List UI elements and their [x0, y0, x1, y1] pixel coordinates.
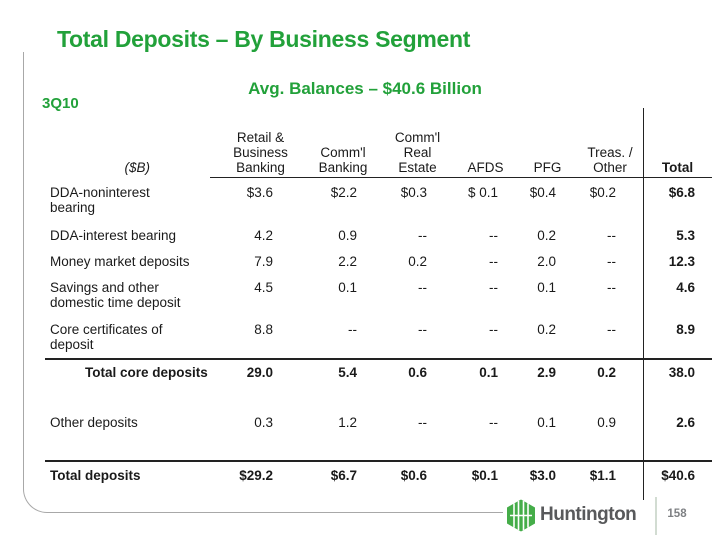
header-underline	[210, 177, 712, 178]
cell-value: 2.6	[676, 415, 695, 430]
cell-value: 0.1	[537, 280, 556, 295]
cell-value: 0.3	[254, 415, 273, 430]
cell-value: --	[489, 322, 498, 337]
table-row: Savings and other domestic time deposit 4…	[45, 280, 712, 322]
table-row: Total deposits $29.2 $6.7 $0.6 $0.1 $3.0 $1.1 $…	[45, 460, 712, 489]
huntington-logo-icon	[506, 499, 536, 537]
cell-value: 2.9	[537, 365, 556, 380]
cell-value: 0.9	[597, 415, 616, 430]
table-row: Other deposits 0.3 1.2 -- -- 0.1 0.9 2.6	[45, 413, 712, 440]
cell-value: --	[489, 228, 498, 243]
content-frame-border	[23, 52, 503, 513]
cell-value: --	[348, 322, 357, 337]
table-row: Money market deposits 7.9 2.2 0.2 -- 2.0 -- 12.…	[45, 254, 712, 280]
cell-value: 8.9	[676, 322, 695, 337]
cell-value: $0.6	[400, 468, 427, 483]
cell-value: --	[607, 254, 616, 269]
footer-divider	[655, 497, 657, 535]
brand-wordmark: Huntington	[540, 504, 637, 525]
cell-value: 0.1	[537, 415, 556, 430]
cell-value: $ 0.1	[467, 185, 498, 200]
cell-value: --	[489, 254, 498, 269]
cell-value: 0.2	[537, 322, 556, 337]
cell-value: --	[607, 280, 616, 295]
deposits-table: ($B) Retail & Business Banking Comm'l Ban…	[45, 112, 712, 489]
cell-value: --	[489, 280, 498, 295]
row-label: DDA-noninterest bearing	[50, 185, 150, 215]
cell-value: $29.2	[239, 468, 273, 483]
cell-value: --	[418, 280, 427, 295]
page-title: Total Deposits – By Business Segment	[57, 26, 471, 52]
table-body: DDA-noninterest bearing $3.6 $2.2 $0.3 $ 0.1…	[45, 178, 712, 489]
column-header: Comm'l Real Estate	[394, 130, 441, 175]
cell-value: $0.4	[529, 185, 556, 200]
total-column-divider-line	[643, 108, 644, 500]
column-header: AFDS	[467, 160, 504, 175]
column-header: PFG	[533, 160, 562, 175]
row-label: Core certificates of deposit	[50, 322, 163, 352]
unit-label: ($B)	[124, 160, 150, 175]
column-header: Comm'l Banking	[318, 145, 368, 175]
cell-value: 7.9	[254, 254, 273, 269]
cell-value: 8.8	[254, 322, 273, 337]
page-number: 158	[667, 508, 687, 520]
cell-value: 0.2	[537, 228, 556, 243]
cell-value: 4.5	[254, 280, 273, 295]
cell-value: 4.2	[254, 228, 273, 243]
row-label: Savings and other domestic time deposit	[50, 280, 181, 310]
cell-value: $40.6	[661, 468, 695, 483]
cell-value: $0.2	[589, 185, 616, 200]
cell-value: --	[607, 322, 616, 337]
row-label: Money market deposits	[50, 254, 190, 269]
cell-value: 12.3	[668, 254, 695, 269]
cell-value: 5.4	[338, 365, 357, 380]
cell-value: --	[418, 228, 427, 243]
cell-value: 0.6	[408, 365, 427, 380]
cell-value: $3.0	[529, 468, 556, 483]
cell-value: 29.0	[246, 365, 273, 380]
row-label: Other deposits	[50, 415, 138, 430]
column-header: Treas. / Other	[587, 145, 633, 175]
subtitle: Avg. Balances – $40.6 Billion	[248, 79, 482, 98]
column-header: Retail & Business Banking	[233, 130, 288, 175]
row-label: Total deposits	[50, 468, 141, 483]
cell-value: 38.0	[668, 365, 695, 380]
table-header-row: ($B) Retail & Business Banking Comm'l Ban…	[45, 112, 712, 178]
cell-value: 5.3	[676, 228, 695, 243]
cell-value: 0.1	[338, 280, 357, 295]
quarter-label: 3Q10	[42, 95, 79, 112]
cell-value: 4.6	[676, 280, 695, 295]
column-header: Total	[661, 160, 694, 175]
cell-value: $0.3	[400, 185, 427, 200]
cell-value: --	[607, 228, 616, 243]
cell-value: 0.1	[479, 365, 498, 380]
cell-value: --	[418, 415, 427, 430]
cell-value: $6.8	[668, 185, 695, 200]
row-label: DDA-interest bearing	[50, 228, 177, 243]
cell-value: 2.0	[537, 254, 556, 269]
cell-value: $3.6	[246, 185, 273, 200]
cell-value: $0.1	[471, 468, 498, 483]
table-row: Core certificates of deposit 8.8 -- -- -- 0.2…	[45, 322, 712, 358]
cell-value: 1.2	[338, 415, 357, 430]
cell-value: $6.7	[330, 468, 357, 483]
cell-value: --	[489, 415, 498, 430]
cell-value: $2.2	[330, 185, 357, 200]
cell-value: 2.2	[338, 254, 357, 269]
cell-value: $1.1	[589, 468, 616, 483]
table-row: DDA-noninterest bearing $3.6 $2.2 $0.3 $ 0.1…	[45, 178, 712, 224]
cell-value: 0.2	[408, 254, 427, 269]
cell-value: 0.9	[338, 228, 357, 243]
table-row: Total core deposits 29.0 5.4 0.6 0.1 2.9 0.2 38…	[45, 358, 712, 385]
row-label: Total core deposits	[85, 365, 208, 380]
cell-value: 0.2	[597, 365, 616, 380]
cell-value: --	[418, 322, 427, 337]
table-row: DDA-interest bearing 4.2 0.9 -- -- 0.2 -- 5.3	[45, 224, 712, 254]
